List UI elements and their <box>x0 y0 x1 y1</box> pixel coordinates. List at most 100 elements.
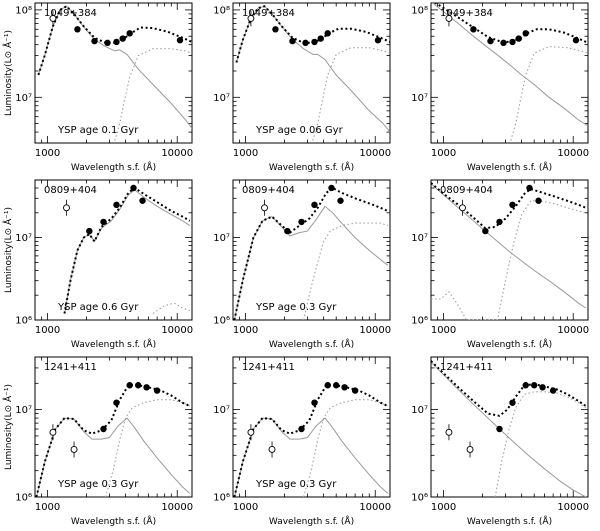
plot-frame <box>232 179 391 321</box>
x-tick-label: 1000 <box>233 502 258 513</box>
data-point-open <box>70 446 78 453</box>
object-label: 1049+384 <box>440 8 493 19</box>
data-point-open <box>459 204 466 212</box>
ysp-age-label: YSP age 0.6 Gyr <box>57 302 139 313</box>
data-point-filled <box>526 184 533 192</box>
data-point-open <box>445 14 453 22</box>
data-point-filled <box>86 227 93 235</box>
data-point-filled <box>126 382 133 389</box>
x-axis-title: Wavelength s.f. (Å) <box>71 515 156 527</box>
old-population-curve <box>152 302 190 314</box>
data-point-open <box>261 204 268 212</box>
data-point-filled <box>328 184 335 192</box>
data-point-filled <box>113 201 120 209</box>
x-axis-title: Wavelength s.f. (Å) <box>269 338 354 350</box>
data-point-filled <box>337 197 344 204</box>
data-point-open <box>247 428 255 436</box>
data-point-filled <box>311 201 318 209</box>
young-population-curve <box>432 3 588 127</box>
plot-frame <box>232 2 391 144</box>
x-tick-label: 10000 <box>161 325 193 336</box>
data-point-filled <box>351 387 359 394</box>
x-tick-label: 10000 <box>557 148 589 159</box>
curves <box>35 384 191 497</box>
data-point-filled <box>509 38 516 46</box>
ysp-age-label: YSP age 0.1 Gyr <box>57 125 139 136</box>
object-label: 0809+404 <box>242 185 295 196</box>
data-point-filled <box>100 425 107 433</box>
plot-frame <box>430 356 589 498</box>
old-population-curve <box>312 47 390 141</box>
old-population-curve <box>431 200 586 320</box>
data-point-filled <box>522 382 529 389</box>
data-point-filled <box>139 197 146 204</box>
x-tick-label: 10000 <box>359 325 391 336</box>
data-point-filled <box>535 197 542 204</box>
data-point-open <box>247 14 255 22</box>
data-point-filled <box>509 201 516 209</box>
y-tick-label: 10⁸ <box>15 5 32 16</box>
x-tick-label: 1000 <box>233 148 258 159</box>
object-label: 0809+404 <box>440 185 493 196</box>
data-point-filled <box>143 384 150 391</box>
data-point-filled <box>496 218 503 226</box>
data-point-filled <box>74 26 81 33</box>
total-model-curve <box>63 186 191 314</box>
curves <box>235 5 390 141</box>
curves <box>37 5 192 141</box>
data-point-filled <box>134 382 142 389</box>
old-population-curve <box>302 399 389 497</box>
y-axis-title: Luminosity(L⊙ Å⁻¹) <box>2 30 14 116</box>
young-population-curve <box>431 361 587 497</box>
data-point-open <box>445 428 453 436</box>
chart-panel: 1000 10000 10⁷ 10⁸ Wavelength s.f. (Å) Lumino… <box>2 2 193 173</box>
data-point-filled <box>522 30 529 37</box>
x-tick-label: 1000 <box>431 502 456 513</box>
x-tick-label: 1000 <box>35 502 60 513</box>
object-label: 1241+411 <box>242 362 295 373</box>
y-tick-label: 10⁷ <box>411 93 428 104</box>
y-tick-label: 10⁸ <box>411 5 428 16</box>
data-point-filled <box>311 399 318 406</box>
y-tick-label: 10⁷ <box>15 405 32 416</box>
data-point-open <box>49 428 57 436</box>
data-point-filled <box>549 387 557 394</box>
data-point-filled <box>509 399 516 406</box>
y-tick-label: 10⁷ <box>411 405 428 416</box>
x-tick-label: 1000 <box>431 148 456 159</box>
data-point-filled <box>341 384 348 391</box>
data-point-filled <box>317 35 324 42</box>
data-point-filled <box>91 37 98 45</box>
data-point-filled <box>324 382 331 389</box>
y-tick-label: 10⁷ <box>411 233 428 244</box>
data-point-filled <box>100 218 107 226</box>
y-tick-label: 10⁶ <box>411 493 428 504</box>
x-tick-label: 10000 <box>359 148 391 159</box>
data-point-filled <box>487 37 494 45</box>
x-axis-title: Wavelength s.f. (Å) <box>467 515 552 527</box>
ysp-age-label: YSP age 0.3 Gyr <box>57 479 139 490</box>
data-point-filled <box>515 35 522 42</box>
y-tick-label: 10⁶ <box>213 493 230 504</box>
object-label: 1049+384 <box>44 8 97 19</box>
data-point-filled <box>130 184 137 192</box>
x-tick-label: 1000 <box>233 325 258 336</box>
ysp-age-label: YSP age 0.3 Gyr <box>255 479 337 490</box>
total-model-curve <box>35 384 191 497</box>
data-point-filled <box>298 218 305 226</box>
x-axis-title: Wavelength s.f. (Å) <box>269 515 354 527</box>
data-point-filled <box>311 38 318 46</box>
y-tick-label: 10⁶ <box>15 493 32 504</box>
data-point-filled <box>104 39 111 47</box>
data-point-filled <box>298 425 305 433</box>
curves <box>432 3 588 141</box>
x-tick-label: 10000 <box>557 502 589 513</box>
chart-panel: 1000 10000 10⁶ 10⁷ Wavelength s.f. (Å) 1241+4… <box>213 356 391 527</box>
young-population-curve <box>235 5 390 133</box>
old-population-curve <box>510 46 588 141</box>
old-population-curve <box>104 399 191 497</box>
plot-frame <box>430 2 589 144</box>
data-point-open <box>466 446 474 453</box>
y-tick-label: 10⁶ <box>15 316 32 327</box>
